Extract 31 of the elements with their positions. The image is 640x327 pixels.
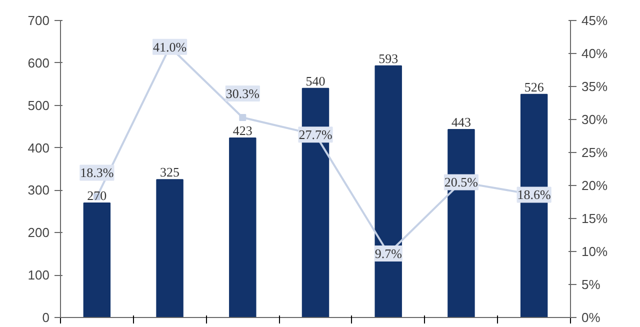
y2-tick-label: 30% — [582, 112, 608, 127]
bar — [229, 138, 256, 318]
data-label: 270 — [87, 188, 107, 203]
data-label: 593 — [378, 50, 398, 66]
y-tick-label: 300 — [28, 182, 50, 198]
y2-tick-label: 25% — [582, 145, 608, 160]
y2-tick-label: 40% — [582, 46, 608, 61]
data-label: 526 — [524, 79, 544, 94]
bar — [374, 65, 402, 318]
bar — [83, 202, 111, 318]
y2-tick-label: 15% — [582, 211, 608, 226]
y-tick-label: 500 — [28, 98, 50, 113]
y2-tick-label: 10% — [582, 244, 608, 259]
y-tick-label: 200 — [28, 225, 50, 240]
data-label: 18.3% — [80, 165, 114, 180]
data-label: 30.3% — [226, 86, 260, 102]
y2-tick-label: 45% — [582, 13, 608, 28]
bar — [156, 179, 184, 318]
data-label: 325 — [160, 164, 180, 180]
y2-tick-label: 35% — [582, 79, 608, 94]
data-label: 423 — [232, 123, 252, 138]
y-tick-label: 0 — [42, 310, 50, 325]
y2-tick-label: 20% — [582, 178, 608, 193]
data-label: 443 — [451, 114, 471, 130]
y-tick-label: 100 — [28, 268, 50, 283]
y2-tick-label: 0% — [582, 310, 601, 325]
y-tick-label: 600 — [28, 55, 50, 70]
y-tick-label: 700 — [28, 13, 50, 28]
y-tick-label: 400 — [28, 140, 50, 156]
y2-tick-label: 5% — [582, 277, 601, 292]
data-label: 540 — [306, 73, 326, 88]
